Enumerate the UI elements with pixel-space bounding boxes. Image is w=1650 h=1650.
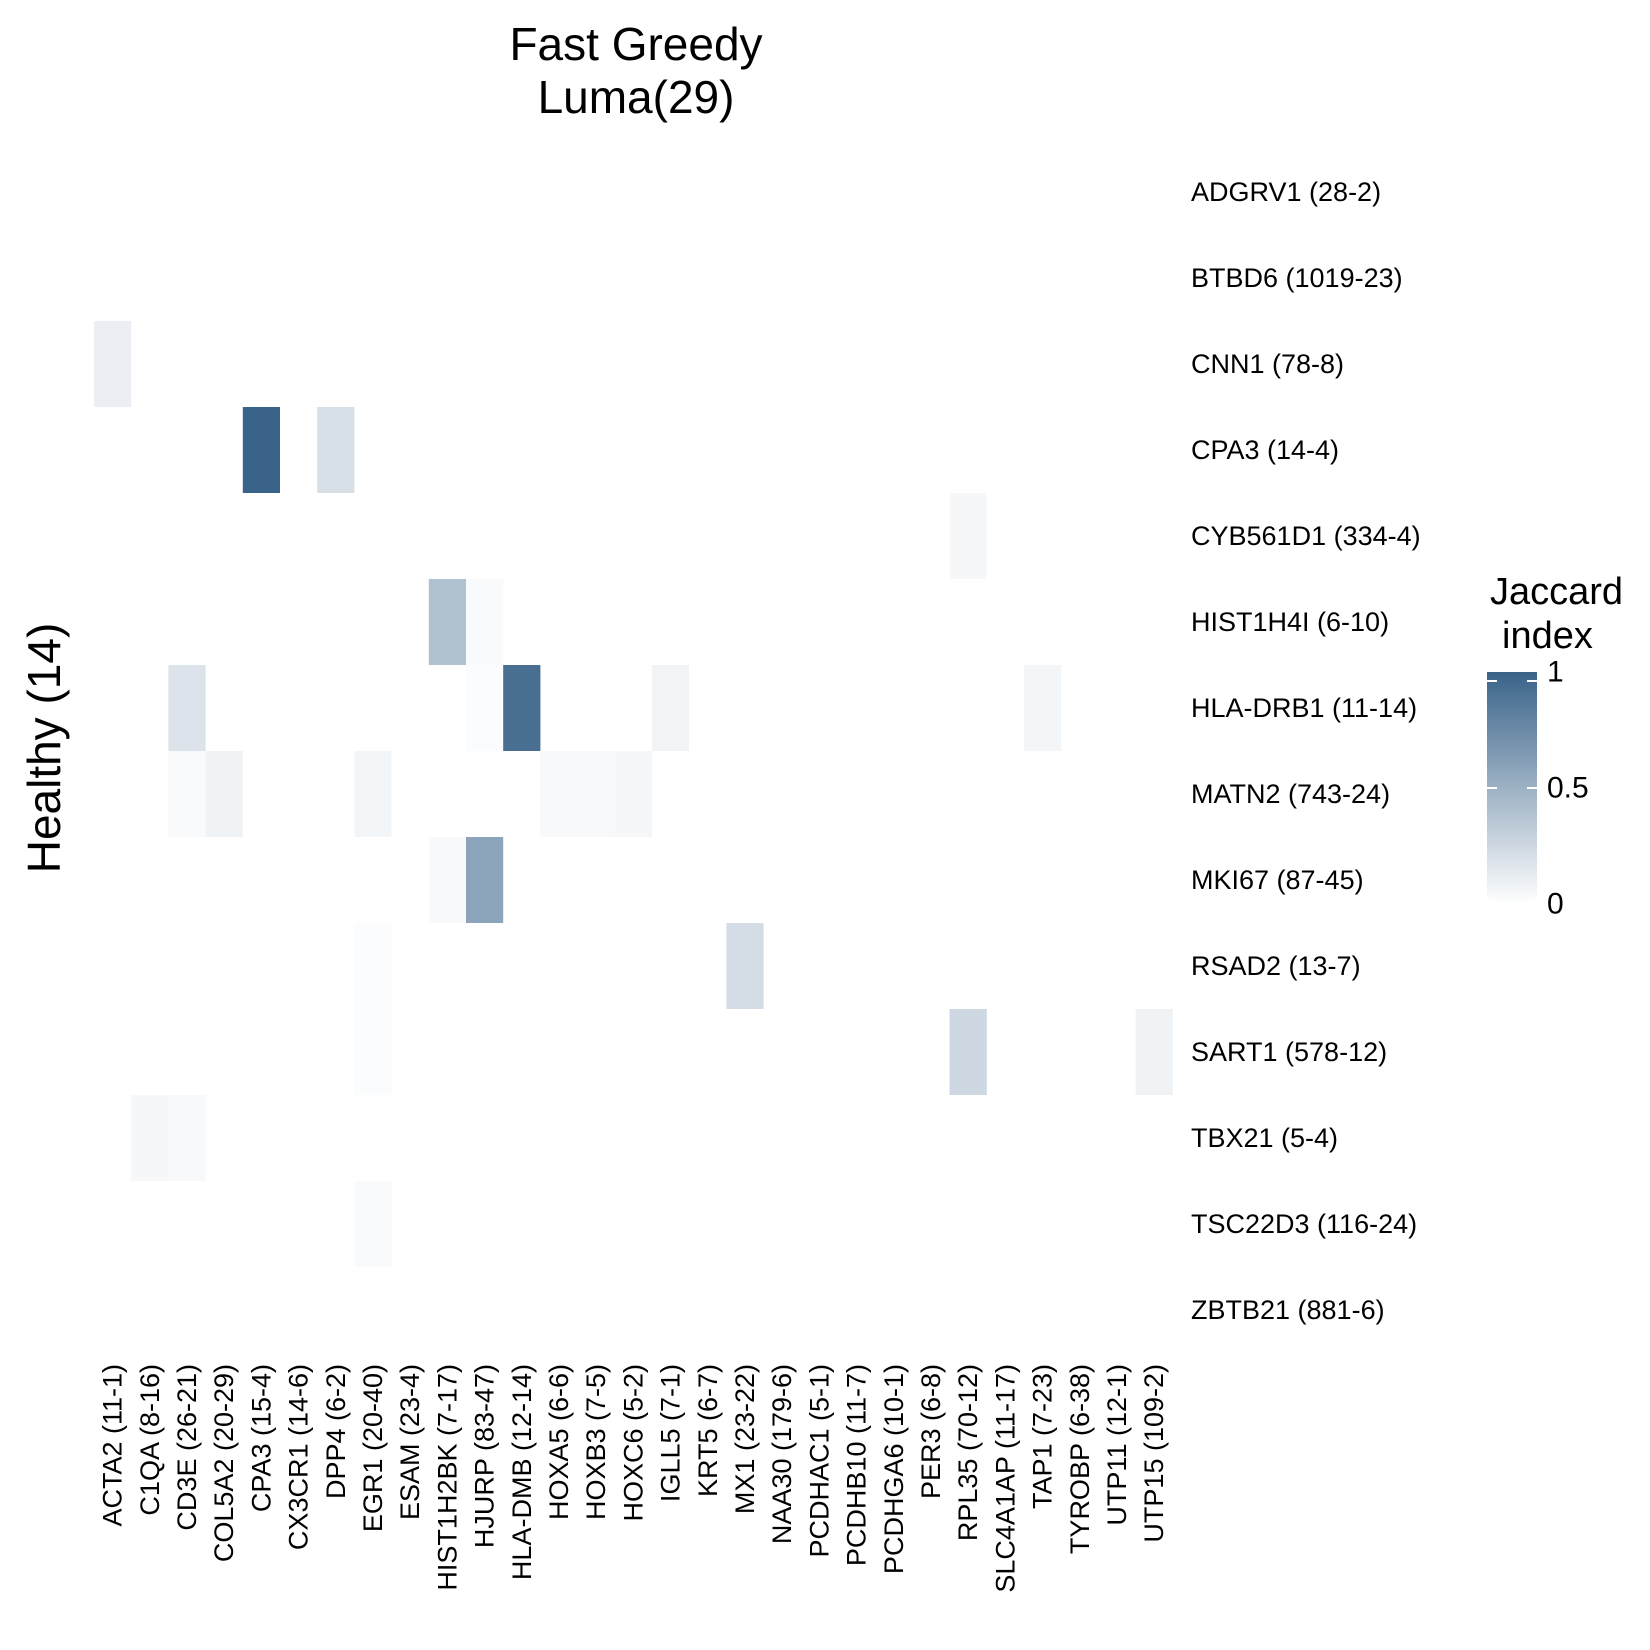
legend-title-line-1: Jaccard <box>1490 571 1623 613</box>
y-axis-label: Healthy (14) <box>18 623 70 874</box>
heatmap-cells <box>94 321 1173 1267</box>
heatmap-cell-sart1-578-12-x-egr1-20-40 <box>354 1009 392 1095</box>
column-label: HJURP (83-47) <box>470 1364 500 1548</box>
column-label: CX3CR1 (14-6) <box>284 1364 314 1550</box>
heatmap-cell-matn2-743-24-x-col5a2-20-29 <box>205 751 243 837</box>
heatmap-cell-tbx21-5-4-x-c1qa-8-16 <box>131 1095 169 1181</box>
heatmap-cell-cpa3-14-4-x-cpa3-15-4 <box>242 407 280 493</box>
column-label: HOXA5 (6-6) <box>544 1364 574 1520</box>
row-label: MKI67 (87-45) <box>1191 865 1364 895</box>
row-label: SART1 (578-12) <box>1191 1037 1387 1067</box>
heatmap-cell-matn2-743-24-x-hoxc6-5-2 <box>614 751 652 837</box>
legend-title-line-2: index <box>1502 615 1593 657</box>
heatmap-cell-matn2-743-24-x-egr1-20-40 <box>354 751 392 837</box>
column-label: HLA-DMB (12-14) <box>507 1364 537 1580</box>
row-label: MATN2 (743-24) <box>1191 779 1390 809</box>
column-label: HIST1H2BK (7-17) <box>432 1364 462 1591</box>
heatmap-cell-rsad2-13-7-x-egr1-20-40 <box>354 923 392 1009</box>
column-label: PER3 (6-8) <box>916 1364 946 1499</box>
heatmap-cell-hla-drb1-11-14-x-tap1-7-23 <box>1024 665 1062 751</box>
row-label: CPA3 (14-4) <box>1191 435 1339 465</box>
column-label: PCDHB10 (11-7) <box>842 1364 872 1566</box>
column-label: DPP4 (6-2) <box>321 1364 351 1499</box>
column-label: HOXB3 (7-5) <box>581 1364 611 1520</box>
row-label: CYB561D1 (334-4) <box>1191 521 1421 551</box>
row-label: CNN1 (78-8) <box>1191 349 1344 379</box>
heatmap-cell-matn2-743-24-x-hoxb3-7-5 <box>577 751 615 837</box>
column-label: RPL35 (70-12) <box>953 1364 983 1541</box>
heatmap-cell-sart1-578-12-x-rpl35-70-12 <box>949 1009 987 1095</box>
column-label: MX1 (23-22) <box>730 1364 760 1514</box>
column-label: TYROBP (6-38) <box>1065 1364 1095 1554</box>
heatmap-cell-rsad2-13-7-x-mx1-23-22 <box>726 923 764 1009</box>
heatmap-cell-matn2-743-24-x-hoxa5-6-6 <box>540 751 578 837</box>
column-label: CD3E (26-21) <box>172 1364 202 1531</box>
heatmap-cell-tsc22d3-116-24-x-egr1-20-40 <box>354 1181 392 1267</box>
column-label: C1QA (8-16) <box>135 1364 165 1516</box>
heatmap-cell-hla-drb1-11-14-x-igll5-7-1 <box>652 665 690 751</box>
heatmap-cell-mki67-87-45-x-hist1h2bk-7-17 <box>428 837 466 923</box>
row-label: HLA-DRB1 (11-14) <box>1191 693 1417 723</box>
legend-tick-label: 0 <box>1547 888 1564 921</box>
legend-tick-label: 0.5 <box>1547 772 1589 805</box>
row-label: HIST1H4I (6-10) <box>1191 607 1389 637</box>
column-label: IGLL5 (7-1) <box>656 1364 686 1502</box>
column-label: ACTA2 (11-1) <box>98 1364 128 1527</box>
legend-ticks: 10.50 <box>1487 656 1589 921</box>
column-label: ESAM (23-4) <box>395 1364 425 1520</box>
column-label: COL5A2 (20-29) <box>209 1364 239 1562</box>
chart-title-line-1: Fast Greedy <box>509 18 762 70</box>
row-label: RSAD2 (13-7) <box>1191 951 1361 981</box>
heatmap-cell-mki67-87-45-x-hjurp-83-47 <box>466 837 504 923</box>
row-label: ADGRV1 (28-2) <box>1191 177 1381 207</box>
column-label: PCDHAC1 (5-1) <box>804 1364 834 1558</box>
legend: Jaccard index 10.50 <box>1487 571 1623 921</box>
heatmap-cell-hla-drb1-11-14-x-hjurp-83-47 <box>466 665 504 751</box>
heatmap-cell-hla-drb1-11-14-x-cd3e-26-21 <box>168 665 206 751</box>
heatmap-cell-sart1-578-12-x-utp15-109-2 <box>1135 1009 1173 1095</box>
heatmap-cell-cnn1-78-8-x-acta2-11-1 <box>94 321 132 407</box>
heatmap-cell-hist1h4i-6-10-x-hjurp-83-47 <box>466 579 504 665</box>
column-label: TAP1 (7-23) <box>1028 1364 1058 1509</box>
column-label: NAA30 (179-6) <box>767 1364 797 1544</box>
chart-title-line-2: Luma(29) <box>538 71 735 123</box>
heatmap-cell-hla-drb1-11-14-x-hla-dmb-12-14 <box>503 665 541 751</box>
heatmap-cell-cpa3-14-4-x-dpp4-6-2 <box>317 407 355 493</box>
column-label: HOXC6 (5-2) <box>618 1364 648 1522</box>
column-label: CPA3 (15-4) <box>246 1364 276 1512</box>
heatmap-cell-cyb561d1-334-4-x-rpl35-70-12 <box>949 493 987 579</box>
column-label: KRT5 (6-7) <box>693 1364 723 1497</box>
column-label: PCDHGA6 (10-1) <box>879 1364 909 1574</box>
row-label: ZBTB21 (881-6) <box>1191 1295 1385 1325</box>
row-label: BTBD6 (1019-23) <box>1191 263 1403 293</box>
heatmap-cell-matn2-743-24-x-cd3e-26-21 <box>168 751 206 837</box>
column-label: SLC4A1AP (11-17) <box>990 1364 1020 1593</box>
legend-tick-label: 1 <box>1547 656 1564 689</box>
column-label: UTP15 (109-2) <box>1139 1364 1169 1543</box>
row-labels: ADGRV1 (28-2) BTBD6 (1019-23) CNN1 (78-8) C… <box>1191 177 1421 1325</box>
heatmap-cell-tbx21-5-4-x-cd3e-26-21 <box>168 1095 206 1181</box>
row-label: TBX21 (5-4) <box>1191 1123 1338 1153</box>
column-label: UTP11 (12-1) <box>1102 1364 1132 1526</box>
row-label: TSC22D3 (116-24) <box>1191 1209 1417 1239</box>
heatmap-cell-hist1h4i-6-10-x-hist1h2bk-7-17 <box>428 579 466 665</box>
chart-title: Fast Greedy Luma(29) <box>509 18 762 123</box>
column-labels: ACTA2 (11-1) C1QA (8-16) CD3E (26-21) COL5A… <box>98 1364 1170 1593</box>
column-label: EGR1 (20-40) <box>358 1364 388 1532</box>
